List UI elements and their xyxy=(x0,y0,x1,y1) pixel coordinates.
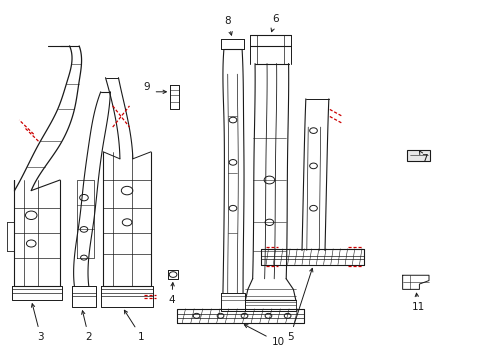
Text: 7: 7 xyxy=(419,151,427,164)
Text: 1: 1 xyxy=(124,310,144,342)
Text: 2: 2 xyxy=(81,311,92,342)
Text: 4: 4 xyxy=(168,283,175,305)
Bar xyxy=(407,150,429,161)
Text: 11: 11 xyxy=(410,293,424,312)
Text: 3: 3 xyxy=(31,304,44,342)
Text: 5: 5 xyxy=(286,268,312,342)
Text: 10: 10 xyxy=(244,325,284,347)
Text: 6: 6 xyxy=(270,14,278,32)
Text: 8: 8 xyxy=(224,16,232,35)
Text: 9: 9 xyxy=(142,82,149,92)
